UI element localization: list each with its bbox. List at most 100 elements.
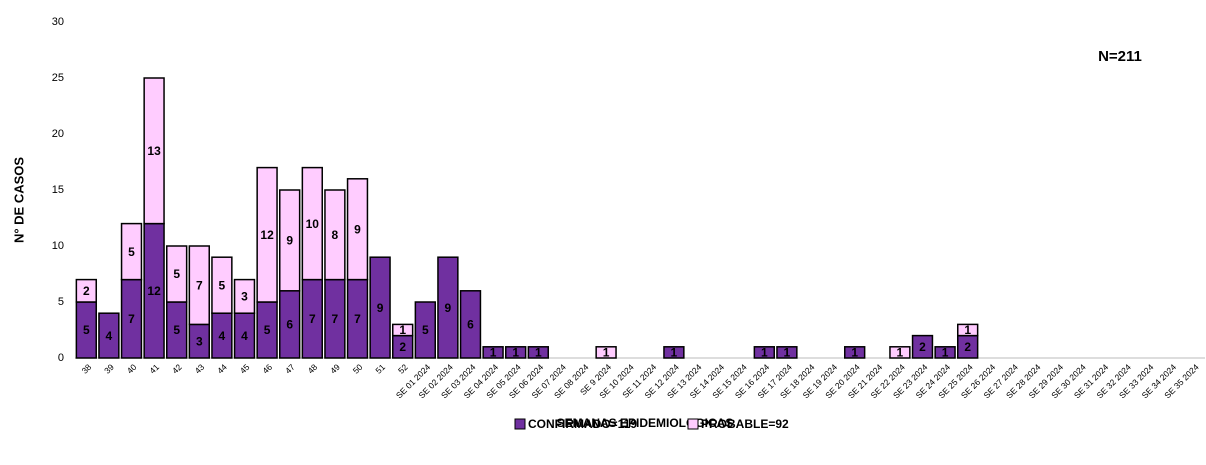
y-tick-label: 5 xyxy=(58,296,64,308)
data-label: 7 xyxy=(309,312,316,326)
y-tick-label: 20 xyxy=(52,128,64,140)
data-label: 1 xyxy=(603,346,610,360)
data-label: 1 xyxy=(512,346,519,360)
bar-segment xyxy=(437,256,459,359)
x-tick-label: 50 xyxy=(351,362,365,376)
data-label: 4 xyxy=(219,329,226,343)
bar-segment xyxy=(911,334,934,359)
data-label: 1 xyxy=(964,323,971,337)
bar-segment xyxy=(301,166,323,281)
data-label: 1 xyxy=(897,346,904,360)
bar-segment xyxy=(595,346,617,359)
legend-label: PROBABLE=92 xyxy=(701,417,789,431)
data-label: 5 xyxy=(219,278,226,292)
data-label: 8 xyxy=(332,228,339,242)
data-label: 9 xyxy=(286,234,293,248)
data-label: 5 xyxy=(173,323,180,337)
data-label: 12 xyxy=(260,228,274,242)
data-label: 4 xyxy=(241,329,248,343)
data-label: 2 xyxy=(964,340,971,354)
data-label: 7 xyxy=(332,312,339,326)
bar-segment xyxy=(324,189,346,281)
bar-segment xyxy=(120,222,143,281)
bar-segment xyxy=(279,189,301,292)
data-label: 2 xyxy=(83,284,90,298)
data-label: 5 xyxy=(83,323,90,337)
data-label: 1 xyxy=(761,346,768,360)
data-label: 1 xyxy=(490,346,497,360)
y-tick-label: 30 xyxy=(52,16,64,28)
bar-segment xyxy=(957,323,979,337)
bar-segment xyxy=(505,346,527,359)
bar-segment xyxy=(482,346,504,359)
x-tick-label: 42 xyxy=(170,362,184,376)
bar-segment xyxy=(776,346,798,359)
x-tick-label: 39 xyxy=(102,362,116,376)
x-tick-label: 47 xyxy=(283,362,297,376)
bar-segment xyxy=(233,278,256,314)
y-axis-label: N° DE CASOS xyxy=(11,157,26,243)
data-label: 7 xyxy=(128,312,135,326)
bar-segment xyxy=(844,346,866,359)
bar-segment xyxy=(414,301,436,359)
bar-segment xyxy=(143,77,165,225)
x-tick-label: 51 xyxy=(373,362,387,376)
data-label: 5 xyxy=(264,323,271,337)
x-tick-label: 43 xyxy=(193,362,207,376)
bar-segment xyxy=(934,346,956,359)
bar-segment xyxy=(211,256,233,314)
x-tick-label: 38 xyxy=(80,362,94,376)
bar-segment xyxy=(459,290,482,359)
bar-segment xyxy=(889,346,911,359)
data-label: 6 xyxy=(286,318,293,332)
legend-label: CONFIRMADO=119 xyxy=(528,417,637,431)
annotation: N=211 xyxy=(1098,48,1142,65)
bar-segment xyxy=(75,278,97,303)
data-label: 6 xyxy=(467,318,474,332)
data-label: 12 xyxy=(147,284,161,298)
data-label: 7 xyxy=(354,312,361,326)
bar-segment xyxy=(98,312,120,359)
y-tick-label: 0 xyxy=(58,352,64,364)
x-tick-label: 49 xyxy=(328,362,342,376)
bar-segment xyxy=(753,346,775,359)
data-label: 2 xyxy=(919,340,926,354)
x-tick-label: 46 xyxy=(260,362,274,376)
bar-segment xyxy=(166,245,188,303)
data-label: 1 xyxy=(671,346,678,360)
bar-segment xyxy=(346,178,369,281)
legend-swatch xyxy=(687,418,699,430)
data-label: 3 xyxy=(196,334,203,348)
data-label: 13 xyxy=(147,144,161,158)
data-label: 9 xyxy=(377,301,384,315)
data-label: 1 xyxy=(399,323,406,337)
data-label: 1 xyxy=(784,346,791,360)
legend-swatch xyxy=(514,418,526,430)
data-label: 2 xyxy=(399,340,406,354)
data-label: 9 xyxy=(445,301,452,315)
data-label: 9 xyxy=(354,222,361,236)
data-label: 4 xyxy=(106,329,113,343)
x-tick-label: 48 xyxy=(306,362,320,376)
data-label: 5 xyxy=(128,245,135,259)
y-tick-label: 15 xyxy=(52,184,64,196)
data-label: 5 xyxy=(422,323,429,337)
bar-segment xyxy=(256,166,278,303)
bar-segment xyxy=(392,323,414,337)
x-tick-label: 40 xyxy=(125,362,139,376)
bar-segment xyxy=(369,256,391,359)
data-label: 1 xyxy=(535,346,542,360)
bar-segment xyxy=(663,346,685,359)
x-tick-label: 44 xyxy=(215,362,229,376)
data-label: 10 xyxy=(306,217,320,231)
x-tick-label: 52 xyxy=(396,362,410,376)
data-label: 5 xyxy=(173,267,180,281)
data-label: 3 xyxy=(241,290,248,304)
bar-segment xyxy=(527,346,549,359)
x-tick-label: 41 xyxy=(147,362,161,376)
bar-segment xyxy=(188,245,210,326)
x-tick-label: 45 xyxy=(238,362,252,376)
data-label: 1 xyxy=(851,346,858,360)
y-tick-label: 10 xyxy=(52,240,64,252)
